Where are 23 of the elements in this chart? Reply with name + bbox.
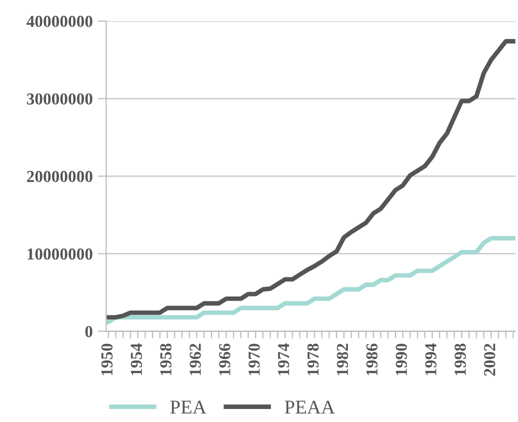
line-series bbox=[106, 236, 516, 324]
x-tick-label: 1962 bbox=[190, 344, 201, 376]
y-tick-label: 20000000 bbox=[27, 170, 92, 182]
x-tick-label: 1986 bbox=[366, 344, 378, 376]
y-tick-label: 40000000 bbox=[26, 16, 92, 28]
y-tick-label: 0 bbox=[85, 326, 92, 338]
y-tick-label: 10000000 bbox=[28, 248, 92, 260]
x-tick-label: 1950 bbox=[101, 344, 113, 376]
legend-label: PEAA bbox=[284, 400, 335, 414]
x-tick-label: 1954 bbox=[130, 343, 142, 376]
x-tick-label: 1978 bbox=[307, 344, 319, 376]
x-tick-label: 1970 bbox=[248, 344, 260, 376]
x-tick-label: 1998 bbox=[454, 344, 466, 376]
x-tick-label: 1994 bbox=[425, 343, 436, 376]
x-tick-label: 1966 bbox=[219, 344, 230, 376]
x-tick-label: 1990 bbox=[396, 344, 407, 376]
x-tick-label: 1958 bbox=[160, 344, 172, 376]
line-series bbox=[106, 39, 516, 320]
x-tick-label: 2002 bbox=[484, 344, 496, 376]
y-tick-label: 30000000 bbox=[26, 93, 92, 105]
legend-label: PEA bbox=[170, 400, 206, 414]
x-tick-label: 1982 bbox=[336, 344, 348, 376]
x-tick-label: 1974 bbox=[278, 343, 290, 376]
